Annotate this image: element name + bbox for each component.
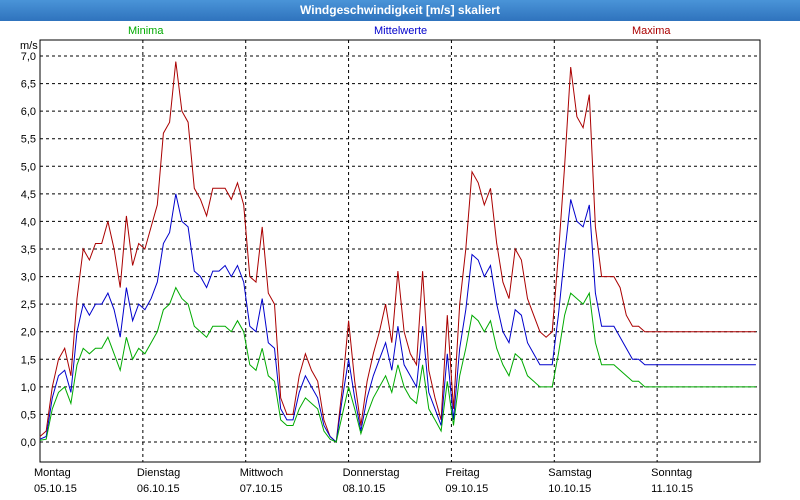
series-line-maxima — [39, 61, 756, 444]
legend-maxima-label: Maxima — [632, 25, 671, 37]
legend-mittelwerte: Mittelwerte — [374, 25, 427, 37]
series-line-mittelwerte — [39, 193, 756, 444]
x-tick-date: 06.10.15 — [136, 483, 180, 495]
y-tick-label: 3,5 — [21, 244, 36, 256]
legend-minima: Minima — [128, 25, 163, 37]
legend-mittelwerte-label: Mittelwerte — [374, 25, 428, 37]
y-tick-label: 2,5 — [21, 299, 36, 311]
plot-frame — [39, 39, 761, 463]
y-tick-label: 5,0 — [21, 161, 36, 173]
y-tick-label: 5,5 — [21, 134, 36, 146]
x-tick-date: 08.10.15 — [342, 483, 386, 495]
x-tick-date: 05.10.15 — [34, 483, 77, 495]
x-tick-day: Montag — [34, 467, 71, 479]
x-tick-day: Donnerstag — [342, 467, 400, 479]
chart-title: Windgeschwindigkeit [m/s] skaliert — [300, 3, 500, 17]
x-tick-day: Sonntag — [651, 467, 693, 479]
x-tick-date: 11.10.15 — [651, 483, 694, 495]
series-line-minima — [39, 286, 756, 443]
y-tick-label: 4,5 — [21, 189, 36, 201]
y-tick-label: 2,0 — [21, 327, 36, 339]
y-tick-label: 7,0 — [21, 51, 36, 63]
x-tick-day: Freitag — [445, 467, 480, 479]
y-tick-label: 1,0 — [21, 382, 36, 394]
y-tick-label: 1,5 — [21, 354, 36, 366]
y-tick-label: 3,0 — [21, 272, 36, 284]
y-tick-label: 6,5 — [21, 79, 36, 91]
legend-maxima: Maxima — [632, 25, 671, 37]
y-tick-label: 4,0 — [21, 216, 36, 228]
y-axis-unit: m/s — [20, 40, 38, 52]
x-tick-day: Dienstag — [136, 467, 181, 479]
x-tick-day: Mittwoch — [239, 467, 284, 479]
x-tick-day: Samstag — [548, 467, 592, 479]
x-tick-date: 09.10.15 — [445, 483, 489, 495]
x-tick-date: 10.10.15 — [548, 483, 592, 495]
y-tick-label: 0,0 — [21, 437, 36, 449]
y-tick-label: 0,5 — [21, 409, 36, 421]
legend-minima-label: Minima — [128, 25, 164, 37]
y-tick-label: 6,0 — [21, 106, 36, 118]
x-tick-date: 07.10.15 — [239, 483, 283, 495]
chart-title-bar: Windgeschwindigkeit [m/s] skaliert — [0, 0, 800, 21]
